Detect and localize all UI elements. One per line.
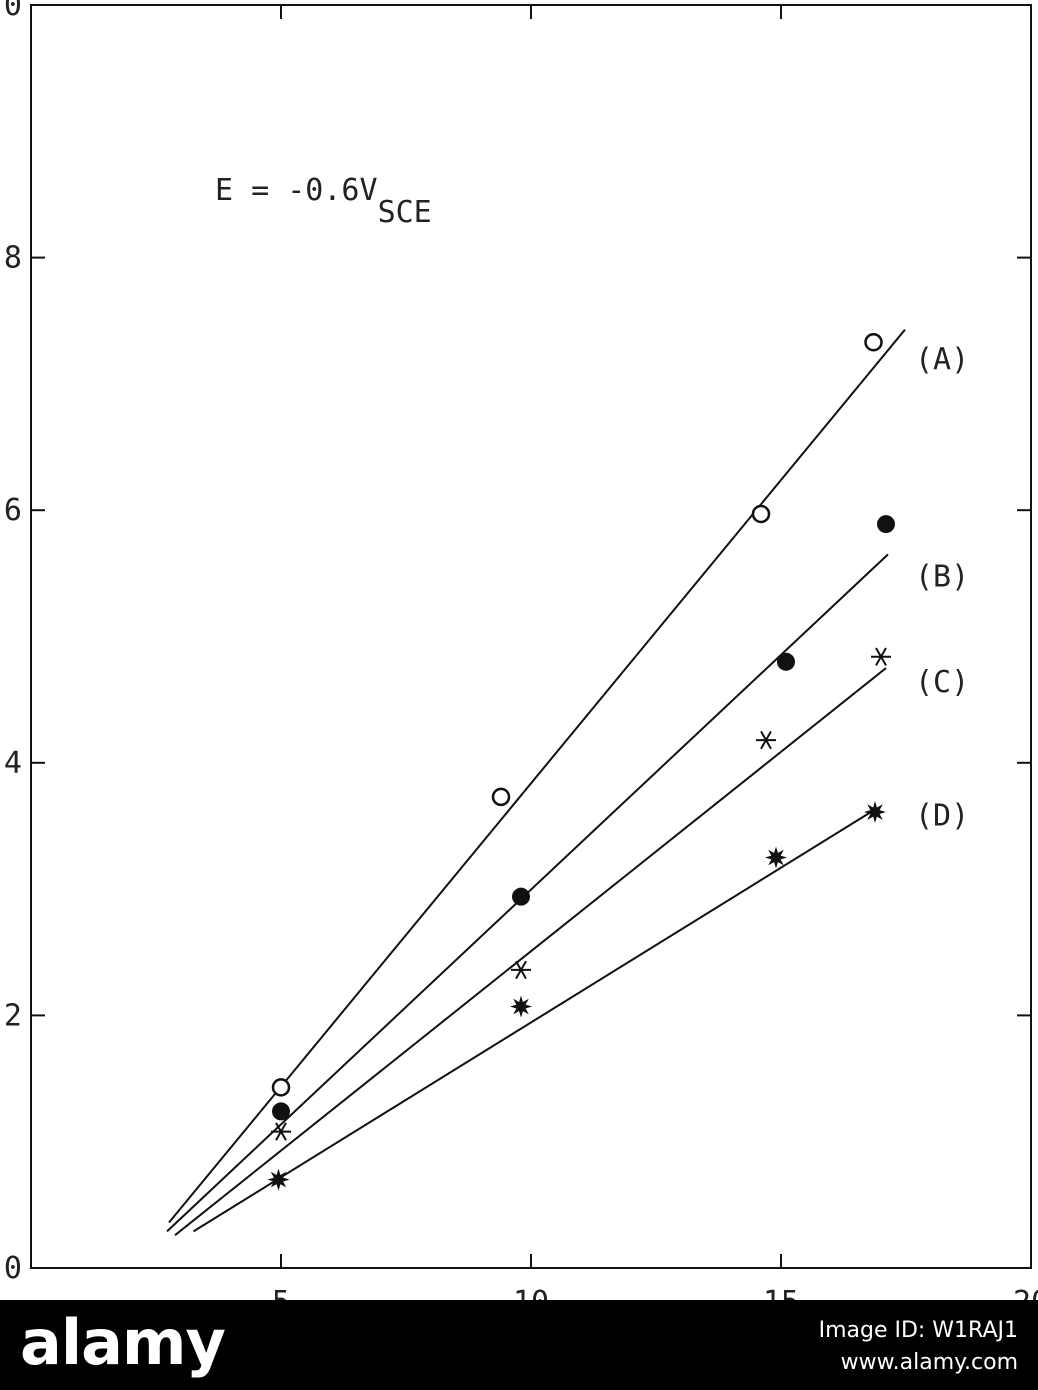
marker-shape [272,1102,290,1121]
watermark: alamy Image ID: W1RAJ1 www.alamy.com [0,1300,1038,1390]
data-point [267,1168,290,1191]
series-label: (B) [915,559,969,594]
marker-shape [271,1078,291,1097]
marker-shape [510,995,532,1018]
data-point [871,647,891,666]
marker-shape [267,1168,290,1191]
x-tick-label: 10 [513,1285,549,1300]
x-tick-label: 5 [272,1285,290,1300]
y-tick-label: 1.0 [0,0,22,23]
annotation-subscript: SCE [378,195,432,230]
data-point [777,652,795,671]
data-point [756,730,776,750]
marker-shape [515,960,527,980]
plot-frame [30,4,1032,1269]
data-point [271,1122,291,1141]
marker-shape [864,801,886,824]
annotation-text: E = -0.6V [215,173,378,208]
y-tick-label: 0.2 [0,998,22,1033]
fit-line [174,667,887,1236]
y-tick-label: 0.8 [0,241,22,276]
x-tick-label: 15 [763,1285,799,1300]
marker-shape [275,1122,287,1141]
fit-line [168,328,906,1224]
data-point [864,801,886,824]
annotation: E = -0.6VSCE [215,173,432,230]
data-point [511,960,531,980]
marker-shape [765,846,787,869]
series-label: (A) [915,343,969,378]
data-point [877,515,895,534]
marker-shape [751,504,771,524]
series-label: (C) [915,665,969,700]
data-point [765,846,787,869]
watermark-id: Image ID: W1RAJ1 [818,1318,1018,1343]
series-label: (D) [915,799,969,834]
data-point [864,332,883,352]
y-tick-label: 0.4 [0,746,22,781]
watermark-brand: alamy [20,1306,226,1379]
x-tick-label: 20 [1013,1285,1038,1300]
data-point [751,504,771,524]
y-tick-label: 0.0 [0,1251,22,1286]
data-point [272,1102,290,1121]
marker-shape [512,887,530,906]
marker-shape [491,787,511,807]
y-tick-label: 0.6 [0,493,22,528]
chart: E = -0.6VSCE 5 10 15 20 0.0 0.2 0.4 0.6 0.8 1.0 (A… [0,0,1038,1300]
fit-line [192,808,876,1233]
data-point [512,887,530,906]
marker-shape [777,652,795,671]
marker-shape [760,730,772,750]
data-point [510,995,532,1018]
data-point [271,1078,291,1097]
marker-shape [877,515,895,534]
marker-shape [864,332,883,352]
watermark-url: www.alamy.com [840,1350,1018,1375]
marker-shape [875,647,887,666]
data-point [491,787,511,807]
